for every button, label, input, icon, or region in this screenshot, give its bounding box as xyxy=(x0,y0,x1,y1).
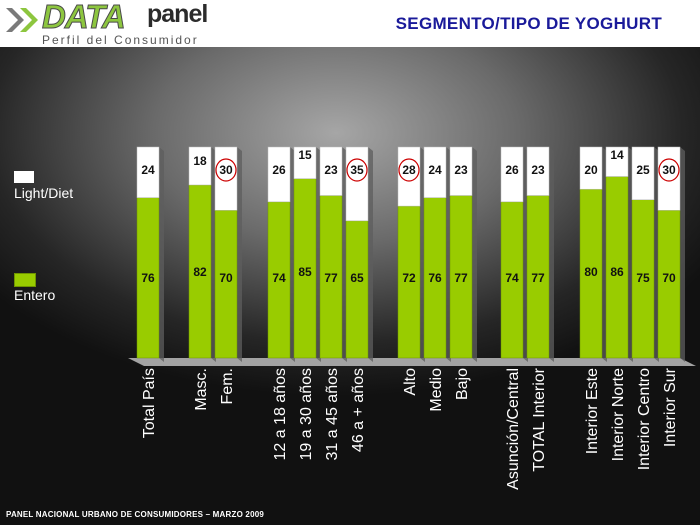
label-entero: 77 xyxy=(324,271,338,285)
label-light: 23 xyxy=(454,163,468,177)
logo-data-text: DATA xyxy=(42,0,127,36)
category-label: Bajo xyxy=(454,368,471,400)
category-label: 12 a 18 años xyxy=(272,368,289,461)
category-label: Alto xyxy=(402,368,419,396)
label-light: 23 xyxy=(324,163,338,177)
bar-light xyxy=(214,146,238,211)
category-label: Interior Este xyxy=(584,368,601,454)
bar-light xyxy=(345,146,369,222)
bar-entero xyxy=(345,220,369,359)
label-light: 24 xyxy=(141,163,155,177)
bar-shadow xyxy=(472,147,477,362)
label-entero: 86 xyxy=(610,265,624,279)
highlight-circle xyxy=(346,158,368,182)
label-light: 18 xyxy=(193,154,207,168)
label-light: 25 xyxy=(636,163,650,177)
label-light: 14 xyxy=(610,148,624,162)
label-light: 24 xyxy=(428,163,442,177)
bar-shadow xyxy=(680,147,685,362)
category-label: 31 a 45 años xyxy=(324,368,341,461)
category-label: Medio xyxy=(428,368,445,412)
legend-label-light: Light/Diet xyxy=(14,185,74,201)
legend-label-entero: Entero xyxy=(14,287,56,303)
label-entero: 70 xyxy=(219,271,233,285)
bar-light xyxy=(188,146,212,186)
logo-arrows-icon xyxy=(6,8,38,32)
category-label: Asunción/Central xyxy=(505,368,522,490)
label-light: 23 xyxy=(531,163,545,177)
highlight-circle xyxy=(215,158,237,182)
label-entero: 76 xyxy=(428,271,442,285)
label-entero: 82 xyxy=(193,265,207,279)
label-entero: 77 xyxy=(531,271,545,285)
legend-swatch-entero xyxy=(14,273,36,287)
bar-light xyxy=(500,146,524,203)
label-light: 30 xyxy=(219,163,233,177)
bar-light xyxy=(657,146,681,211)
label-light: 30 xyxy=(662,163,676,177)
bar-light xyxy=(423,146,447,198)
label-entero: 75 xyxy=(636,271,650,285)
label-light: 15 xyxy=(298,148,312,162)
bar-shadow xyxy=(159,147,164,362)
label-light: 26 xyxy=(505,163,519,177)
category-label: Fem. xyxy=(219,368,236,404)
label-entero: 65 xyxy=(350,271,364,285)
category-label: Total País xyxy=(141,368,158,438)
label-entero: 77 xyxy=(454,271,468,285)
bar-shadow xyxy=(237,147,242,362)
category-label: 19 a 30 años xyxy=(298,368,315,461)
bar-light xyxy=(449,146,473,196)
label-entero: 76 xyxy=(141,271,155,285)
category-label: Interior Sur xyxy=(662,367,679,447)
bar-light xyxy=(293,146,317,179)
label-entero: 80 xyxy=(584,265,598,279)
label-entero: 85 xyxy=(298,265,312,279)
category-label: 46 a + años xyxy=(350,368,367,452)
footer-text: PANEL NACIONAL URBANO DE CONSUMIDORES – … xyxy=(6,510,265,519)
logo-subtitle: Perfil del Consumidor xyxy=(42,33,199,47)
bar-light xyxy=(526,146,550,196)
bar-light xyxy=(136,146,160,198)
category-label: Masc. xyxy=(193,368,210,411)
legend-swatch-light xyxy=(14,171,34,183)
bar-light xyxy=(319,146,343,196)
datapanel-logo: DATA panel Perfil del Consumidor xyxy=(4,0,214,47)
bar-shadow xyxy=(368,147,373,362)
category-label: TOTAL Interior xyxy=(531,367,548,471)
label-entero: 74 xyxy=(272,271,286,285)
highlight-circle xyxy=(658,158,680,182)
label-light: 20 xyxy=(584,163,598,177)
logo-panel-text: panel xyxy=(147,0,208,28)
label-light: 35 xyxy=(350,163,364,177)
bar-light xyxy=(397,146,421,207)
label-light: 26 xyxy=(272,163,286,177)
label-entero: 72 xyxy=(402,271,416,285)
bar-light xyxy=(579,146,603,190)
header: DATA panel Perfil del Consumidor SEGMENT… xyxy=(0,0,700,47)
category-label: Interior Centro xyxy=(636,368,653,470)
bar-light xyxy=(267,146,291,203)
bar-light xyxy=(605,146,629,177)
highlight-circle xyxy=(398,158,420,182)
label-light: 28 xyxy=(402,163,416,177)
slide-title: SEGMENTO/TIPO DE YOGHURT xyxy=(395,14,662,33)
category-label: Interior Norte xyxy=(610,368,627,461)
label-entero: 74 xyxy=(505,271,519,285)
bar-shadow xyxy=(549,147,554,362)
bar-light xyxy=(631,146,655,200)
label-entero: 70 xyxy=(662,271,676,285)
